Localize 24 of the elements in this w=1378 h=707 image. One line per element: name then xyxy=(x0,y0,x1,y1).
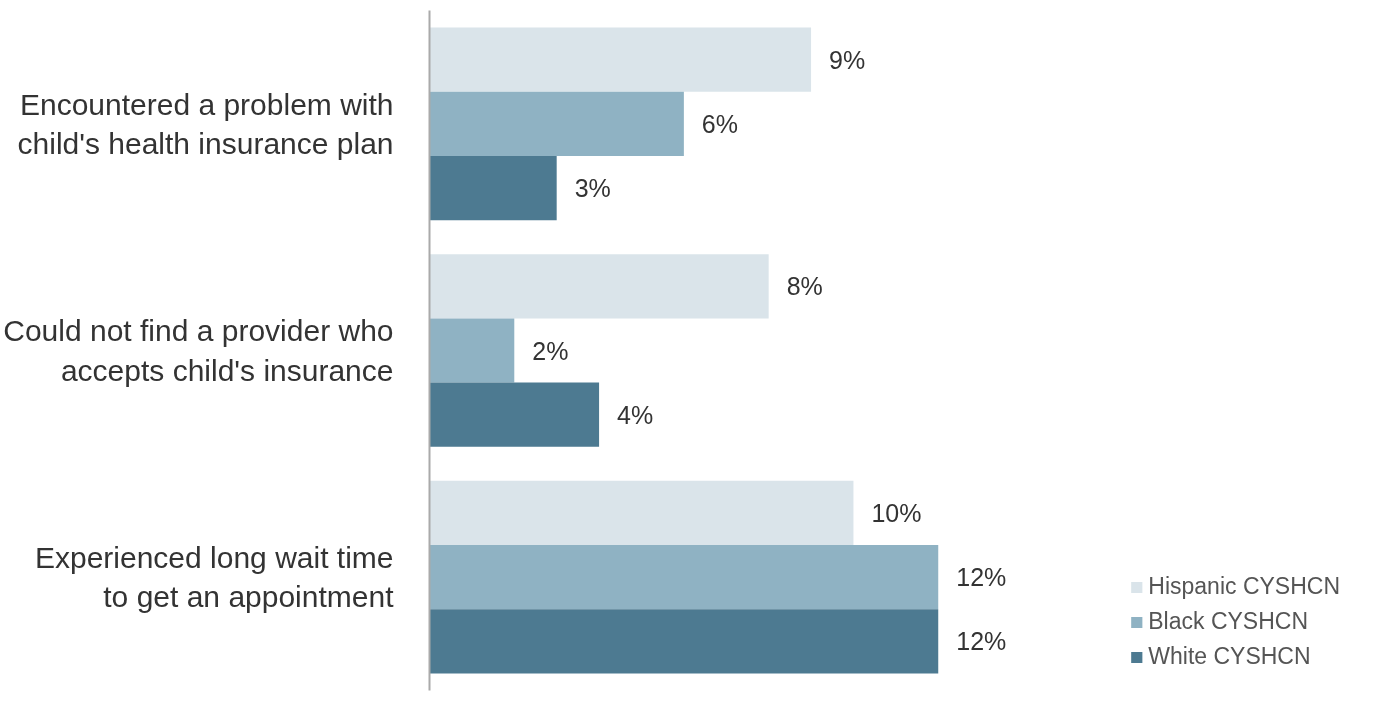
data-label: 12% xyxy=(956,627,1007,656)
data-label: 10% xyxy=(871,498,922,527)
y-tick-label: Could not find a provider who accepts child's insurance xyxy=(3,314,394,387)
bar xyxy=(429,155,557,221)
bar xyxy=(429,382,600,447)
bar xyxy=(429,27,812,92)
legend-label: Hispanic CYSHCN xyxy=(1148,573,1340,600)
data-label: 8% xyxy=(786,272,823,301)
legend-label: Black CYSHCN xyxy=(1148,608,1309,635)
data-label: 9% xyxy=(829,45,866,74)
data-label: 12% xyxy=(956,563,1007,592)
bar xyxy=(429,318,515,383)
bar xyxy=(429,254,769,319)
y-tick-label: Experienced long wait time to get an appointment xyxy=(34,540,395,614)
legend-label: White CYSHCN xyxy=(1148,643,1311,670)
y-tick-label: Encountered a problem with child's health insurance plan xyxy=(17,87,394,161)
bar xyxy=(429,480,854,546)
data-label: 6% xyxy=(701,109,739,138)
bar xyxy=(429,91,684,156)
data-label: 3% xyxy=(574,174,611,203)
bar xyxy=(429,545,939,610)
data-label: 4% xyxy=(617,400,654,429)
data-label: 2% xyxy=(532,336,569,365)
bar xyxy=(429,609,939,674)
